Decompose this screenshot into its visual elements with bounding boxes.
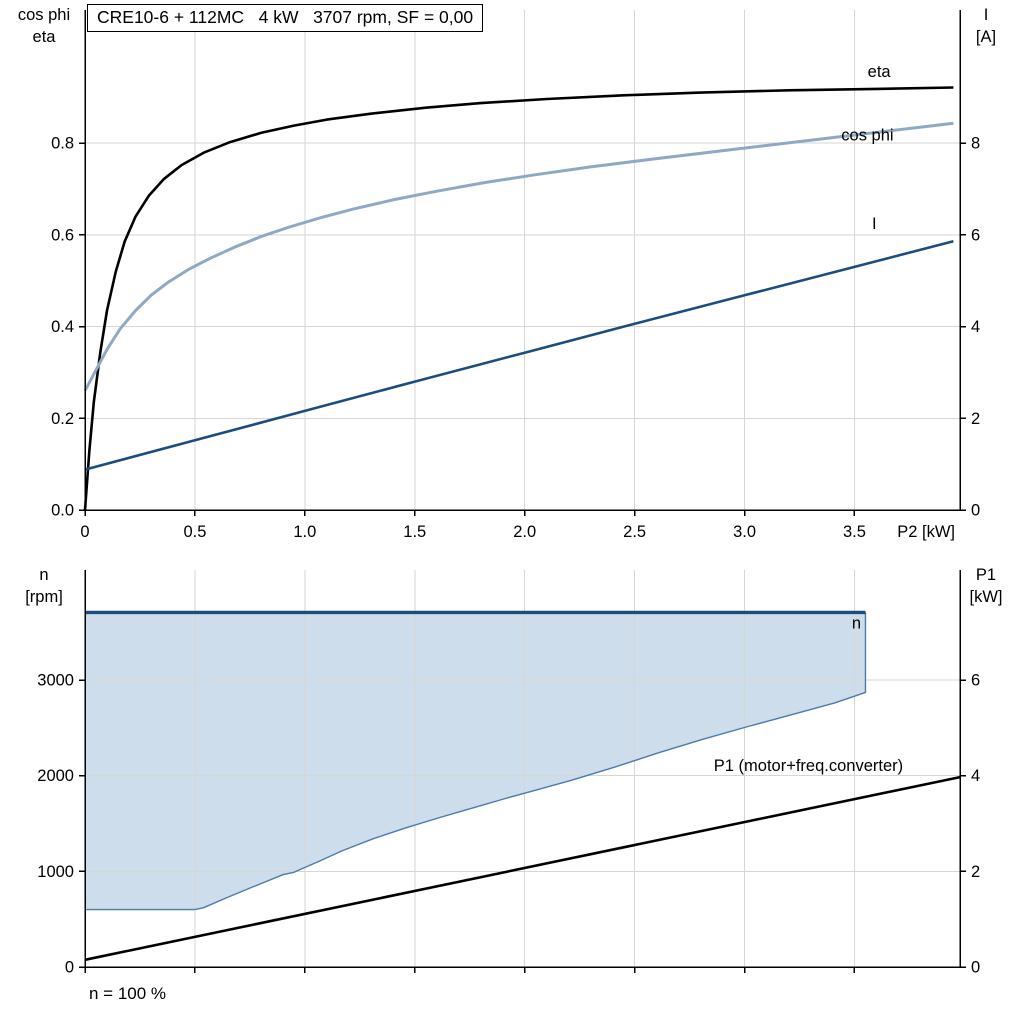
y-axis-right-title: I [984, 6, 989, 24]
y-tick-label-right: 8 [971, 135, 980, 153]
y-tick-label-left: 0.8 [51, 135, 74, 153]
x-tick-label: 3.0 [733, 523, 756, 541]
y-tick-label-right: 6 [971, 672, 980, 690]
curve-label-eta: eta [868, 63, 892, 81]
x-axis-label: P2 [kW] [897, 523, 955, 541]
y-axis-left-title: [rpm] [25, 588, 63, 606]
y-tick-label-left: 0.6 [51, 226, 74, 244]
y-tick-label-right: 4 [971, 767, 980, 785]
curve-cos-phi [83, 121, 954, 392]
x-tick-label: 2.0 [513, 523, 536, 541]
curve-p1-motor-freq-converter [84, 775, 961, 962]
y-tick-label-right: 2 [971, 863, 980, 881]
curve-label-i: I [872, 215, 877, 233]
chart-title-box: CRE10-6 + 112MC 4 kW 3707 rpm, SF = 0,00 [87, 4, 484, 32]
y-tick-label-left: 0.4 [51, 318, 74, 336]
y-axis-right-title: P1 [976, 566, 996, 584]
x-tick-label: 3.5 [843, 523, 866, 541]
x-tick-label: 1.0 [293, 523, 316, 541]
y-tick-label-right: 6 [971, 226, 980, 244]
curve-label-n: n [852, 614, 861, 632]
y-tick-label-left: 0 [65, 959, 74, 977]
area-speed-control-range [85, 612, 866, 910]
x-tick-label: 0.5 [183, 523, 206, 541]
y-tick-label-left: 0.2 [51, 410, 74, 428]
y-tick-label-right: 4 [971, 318, 980, 336]
y-axis-left-title: n [39, 566, 48, 584]
y-tick-label-right: 0 [971, 959, 980, 977]
y-tick-label-left: 0.0 [51, 502, 74, 520]
y-axis-left-title: eta [33, 28, 57, 46]
y-axis-right-title: [kW] [970, 588, 1003, 606]
y-tick-label-left: 1000 [37, 863, 74, 881]
y-tick-label-right: 0 [971, 502, 980, 520]
curve-label-p1-motor-freq-converter: P1 (motor+freq.converter) [714, 757, 903, 775]
y-tick-label-left: 3000 [37, 672, 74, 690]
y-tick-label-left: 2000 [37, 767, 74, 785]
x-tick-label: 0 [80, 523, 89, 541]
y-axis-left-title: cos phi [18, 6, 70, 24]
curve-i [84, 239, 954, 471]
y-axis-right-title: [A] [976, 28, 996, 46]
x-tick-label: 2.5 [623, 523, 646, 541]
curve-label-cos-phi: cos phi [841, 126, 893, 144]
speed-footnote: n = 100 % [89, 984, 167, 1003]
y-tick-label-right: 2 [971, 410, 980, 428]
area-boundary-speed-control-range [85, 612, 867, 911]
curve-eta [83, 86, 954, 511]
x-tick-label: 1.5 [403, 523, 426, 541]
